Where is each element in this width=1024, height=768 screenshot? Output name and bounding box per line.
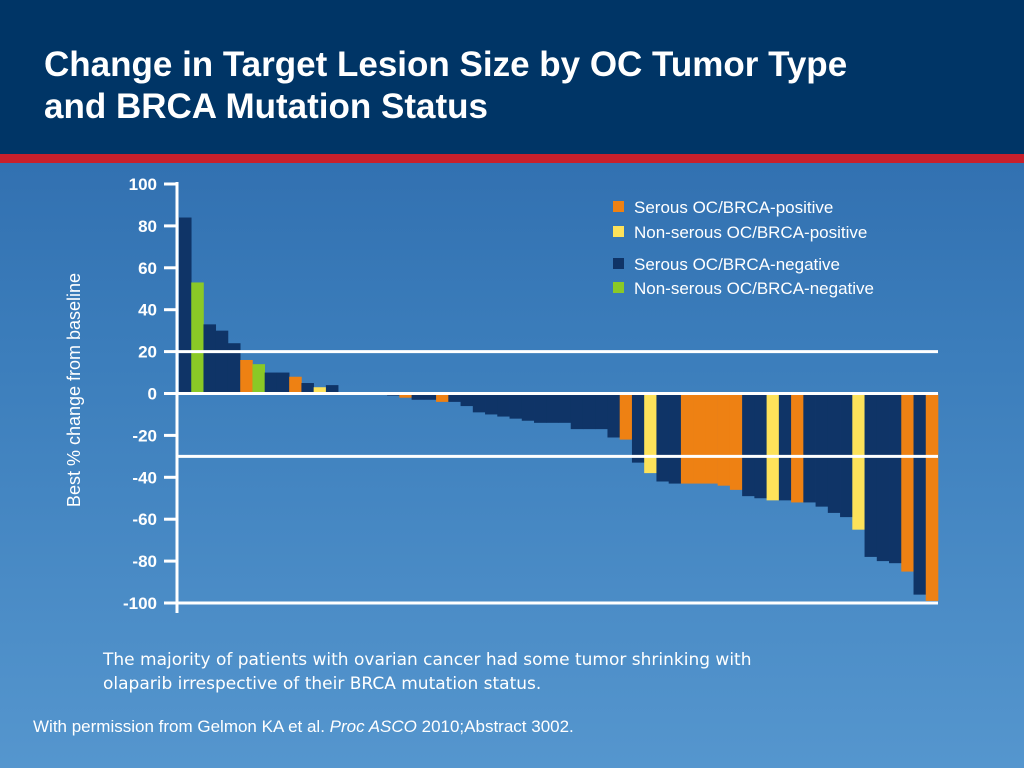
accent-stripe	[0, 154, 1024, 163]
bar	[497, 393, 510, 417]
bar	[595, 393, 608, 430]
bar	[668, 393, 682, 484]
bar	[558, 393, 572, 423]
bar	[680, 393, 694, 484]
bar	[582, 393, 596, 430]
bar	[264, 372, 278, 394]
bar	[852, 393, 865, 530]
legend-label: Serous OC/BRCA-positive	[634, 198, 833, 217]
bar	[754, 393, 767, 499]
legend-swatch	[613, 282, 624, 293]
citation-journal: Proc ASCO	[329, 717, 417, 736]
bar	[925, 393, 939, 601]
citation-suffix: 2010;Abstract 3002.	[416, 717, 574, 736]
bar	[656, 393, 669, 482]
bar	[876, 393, 890, 562]
bar	[448, 393, 461, 402]
y-tick-label: 60	[138, 259, 157, 278]
legend-swatch	[613, 258, 624, 269]
legend-label: Serous OC/BRCA-negative	[634, 255, 840, 274]
bar	[693, 393, 706, 484]
y-tick-label: -40	[132, 468, 157, 487]
bar	[472, 393, 486, 413]
bar	[766, 393, 780, 501]
bar	[815, 393, 829, 507]
y-tick-label: 0	[148, 385, 157, 404]
slide-title: Change in Target Lesion Size by OC Tumor…	[44, 44, 1004, 128]
bar	[399, 393, 412, 398]
bar	[607, 393, 621, 438]
bar	[485, 393, 498, 415]
bar	[534, 393, 547, 423]
caption-line-1: The majority of patients with ovarian ca…	[103, 650, 752, 670]
y-tick-label: 20	[138, 343, 157, 362]
bar	[179, 217, 192, 394]
title-line-2: and BRCA Mutation Status	[44, 87, 488, 126]
y-tick-label: 100	[129, 175, 157, 194]
y-axis-label: Best % change from baseline	[64, 273, 84, 507]
y-tick-label: -20	[132, 426, 157, 445]
chart-caption: The majority of patients with ovarian ca…	[103, 648, 903, 696]
bar	[276, 372, 290, 394]
bar	[423, 393, 437, 400]
bar	[215, 330, 229, 394]
bar	[889, 393, 902, 564]
bar	[509, 393, 523, 419]
bar	[913, 393, 927, 595]
bar	[546, 393, 559, 423]
bar	[460, 393, 474, 407]
bar	[729, 393, 743, 490]
bar	[411, 393, 425, 400]
bar	[325, 385, 339, 394]
bar	[705, 393, 718, 484]
y-tick-label: 40	[138, 301, 157, 320]
bar	[901, 393, 914, 572]
bar	[778, 393, 792, 501]
bar	[203, 324, 217, 394]
bar	[521, 393, 535, 421]
bar	[240, 359, 253, 394]
y-tick-label: -80	[132, 552, 157, 571]
bar	[864, 393, 878, 557]
bar	[717, 393, 731, 486]
legend-label: Non-serous OC/BRCA-negative	[634, 279, 874, 298]
bar	[644, 393, 657, 474]
bar	[570, 393, 584, 430]
y-tick-label: -60	[132, 510, 157, 529]
bar	[827, 393, 841, 513]
bar	[742, 393, 755, 497]
bar	[191, 282, 204, 394]
citation-prefix: With permission from Gelmon KA et al.	[33, 717, 330, 736]
bar	[436, 393, 449, 402]
bar	[227, 343, 241, 394]
caption-line-2: olaparib irrespective of their BRCA muta…	[103, 674, 542, 694]
bar	[803, 393, 816, 503]
citation: With permission from Gelmon KA et al. Pr…	[33, 716, 933, 738]
bar	[791, 393, 804, 503]
bar	[619, 393, 633, 440]
y-tick-label: -100	[123, 594, 157, 613]
legend-swatch	[613, 201, 624, 212]
bar	[313, 387, 327, 394]
legend-swatch	[613, 226, 624, 237]
y-tick-label: 80	[138, 217, 157, 236]
title-line-1: Change in Target Lesion Size by OC Tumor…	[44, 45, 848, 84]
bar	[289, 376, 302, 394]
bar	[301, 383, 314, 394]
bar	[252, 364, 265, 394]
title-banner	[0, 0, 1024, 154]
bar	[631, 393, 645, 463]
legend-label: Non-serous OC/BRCA-positive	[634, 223, 867, 242]
